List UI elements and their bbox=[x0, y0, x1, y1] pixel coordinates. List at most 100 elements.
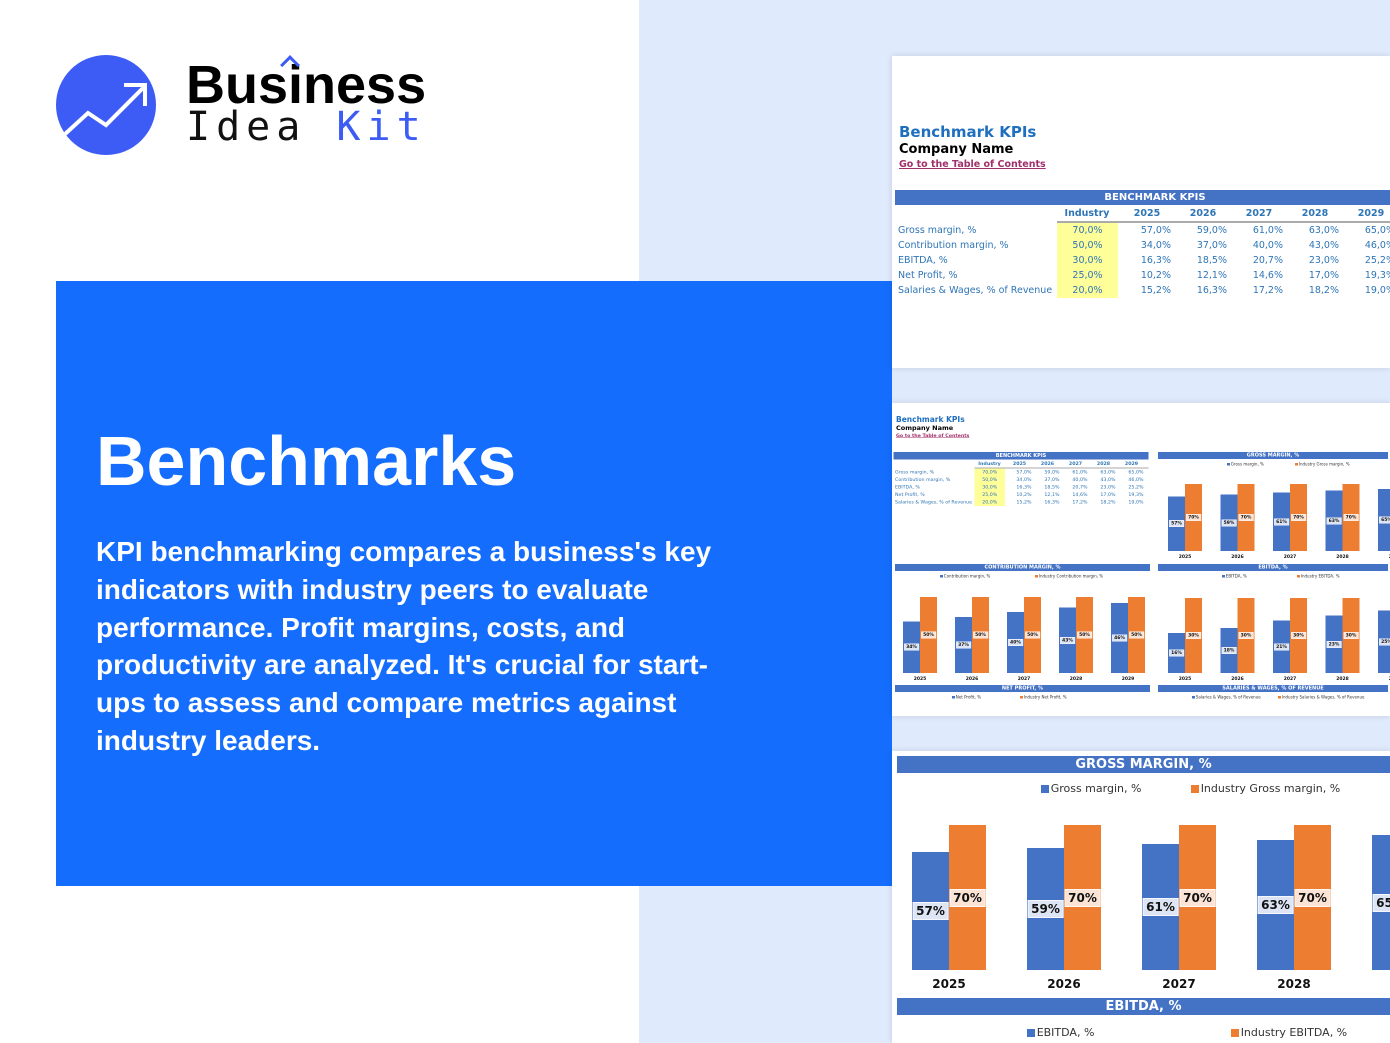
row-label: EBITDA, % bbox=[895, 484, 920, 491]
year-value: 23,0% bbox=[1308, 255, 1339, 266]
company-name: Company Name bbox=[896, 424, 954, 433]
data-label: 50% bbox=[1077, 631, 1092, 639]
industry-value: 50,0% bbox=[974, 476, 1005, 484]
chart-title: NET PROFIT, % bbox=[895, 685, 1150, 692]
year-value: 37,0% bbox=[1196, 240, 1227, 251]
chart-title: GROSS MARGIN, % bbox=[1158, 452, 1388, 459]
legend-swatch bbox=[1297, 574, 1300, 578]
year-value: 18,2% bbox=[1100, 499, 1116, 506]
data-label: 40% bbox=[1008, 639, 1023, 647]
legend-swatch bbox=[1278, 695, 1281, 699]
chart-ebitda: EBITDA, % EBITDA, % Industry EBITDA, % 16% 3… bbox=[1158, 564, 1390, 684]
year-value: 40,0% bbox=[1072, 477, 1088, 483]
legend-item: Gross margin, % bbox=[1227, 462, 1264, 467]
x-tick-label: 2028 bbox=[1069, 676, 1083, 682]
year-value: 63,0% bbox=[1100, 469, 1116, 476]
toc-link[interactable]: Go to the Table of Contents bbox=[896, 433, 970, 439]
legend-label: Industry Gross margin, % bbox=[1298, 462, 1350, 467]
data-label: 25% bbox=[1379, 638, 1390, 646]
year-value: 61,0% bbox=[1072, 469, 1088, 476]
column-header: 2025 bbox=[1133, 208, 1161, 219]
legend-label: Industry Gross margin, % bbox=[1200, 782, 1341, 795]
row-label: Salaries & Wages, % of Revenue bbox=[895, 499, 973, 506]
year-value: 17,0% bbox=[1308, 270, 1339, 281]
header-underline bbox=[1057, 221, 1390, 223]
year-value: 16,3% bbox=[1016, 484, 1032, 491]
x-tick-label: 2027 bbox=[1283, 554, 1297, 560]
data-label: 16% bbox=[1169, 649, 1184, 657]
data-label: 37% bbox=[956, 641, 971, 649]
year-value: 57,0% bbox=[1140, 225, 1171, 236]
chart-title: EBITDA, % bbox=[1158, 564, 1388, 571]
legend-item: Salaries & Wages, % of Revenue bbox=[1192, 695, 1261, 700]
data-label: 70% bbox=[1238, 514, 1254, 521]
year-value: 19,0% bbox=[1364, 285, 1390, 296]
legend-label: Net Profit, % bbox=[955, 695, 981, 700]
x-tick-label: 2029 bbox=[1121, 676, 1135, 682]
year-value: 12,1% bbox=[1196, 270, 1227, 281]
industry-value: 30,0% bbox=[974, 483, 1005, 491]
year-value: 17,2% bbox=[1072, 499, 1088, 506]
year-value: 12,1% bbox=[1044, 492, 1060, 498]
year-value: 25,2% bbox=[1128, 484, 1144, 491]
sheet-title: Benchmark KPIs bbox=[896, 415, 965, 424]
chart-title: GROSS MARGIN, % bbox=[897, 756, 1390, 773]
year-value: 14,6% bbox=[1252, 270, 1283, 281]
sheet-title: Benchmark KPIs bbox=[899, 123, 1037, 141]
year-value: 17,2% bbox=[1252, 285, 1283, 296]
legend-item: Contribution margin, % bbox=[940, 574, 990, 579]
data-label: 70% bbox=[949, 888, 986, 907]
year-value: 61,0% bbox=[1252, 225, 1283, 236]
brand-name-line1: Business bbox=[186, 55, 427, 115]
year-value: 18,5% bbox=[1196, 255, 1227, 266]
year-value: 65,0% bbox=[1128, 469, 1144, 476]
x-tick-label: 2027 bbox=[1283, 676, 1297, 682]
year-value: 23,0% bbox=[1100, 484, 1116, 491]
legend-swatch bbox=[1231, 1029, 1239, 1037]
data-label: 34% bbox=[904, 643, 919, 651]
data-label: 57% bbox=[912, 901, 949, 920]
x-tick-label: 2028 bbox=[1277, 977, 1311, 991]
row-label: Contribution margin, % bbox=[898, 240, 1009, 251]
row-label: EBITDA, % bbox=[898, 255, 948, 266]
data-label: 70% bbox=[1179, 888, 1216, 907]
industry-value: 70,0% bbox=[1057, 223, 1118, 238]
table-header: BENCHMARK KPIS bbox=[893, 452, 1149, 460]
company-name: Company Name bbox=[899, 142, 1014, 157]
legend-label: Contribution margin, % bbox=[943, 574, 991, 579]
industry-value: 25,0% bbox=[1057, 268, 1118, 283]
year-value: 40,0% bbox=[1252, 240, 1283, 251]
year-value: 16,3% bbox=[1196, 285, 1227, 296]
year-value: 57,0% bbox=[1016, 469, 1032, 476]
sheet-preview-table: Benchmark KPIs Company Name Go to the Tabl… bbox=[892, 56, 1390, 368]
year-value: 17,0% bbox=[1100, 492, 1116, 498]
legend-label: Industry EBITDA, % bbox=[1240, 1026, 1348, 1039]
data-label: 30% bbox=[1291, 632, 1306, 639]
x-tick-label: 2029 bbox=[1389, 555, 1390, 560]
row-label: Salaries & Wages, % of Revenue bbox=[898, 285, 1053, 296]
trend-arrow-icon bbox=[56, 55, 156, 155]
chart-gross-margin: GROSS MARGIN, % Gross margin, % Industry G… bbox=[1158, 452, 1390, 562]
legend-swatch bbox=[1027, 1029, 1035, 1037]
legend-label: Gross margin, % bbox=[1050, 782, 1142, 795]
year-value: 46,0% bbox=[1364, 240, 1390, 251]
legend-label: EBITDA, % bbox=[1036, 1026, 1095, 1039]
legend-item: Industry Salaries & Wages, % of Revenue bbox=[1278, 695, 1364, 700]
chart-title: SALARIES & WAGES, % OF REVENUE bbox=[1158, 685, 1388, 692]
data-label: 63% bbox=[1326, 517, 1342, 525]
data-label: 21% bbox=[1274, 643, 1289, 651]
toc-link[interactable]: Go to the Table of Contents bbox=[899, 159, 1046, 170]
header-underline bbox=[974, 467, 1149, 469]
x-tick-label: 2026 bbox=[965, 676, 979, 682]
industry-value: 30,0% bbox=[1057, 253, 1118, 268]
legend-item: Industry Gross margin, % bbox=[1191, 782, 1340, 795]
x-tick-label: 2026 bbox=[1231, 554, 1244, 560]
data-label: 70% bbox=[1294, 888, 1331, 907]
year-value: 37,0% bbox=[1044, 477, 1060, 483]
column-header: 2028 bbox=[1096, 461, 1111, 467]
x-tick-label: 2028 bbox=[1336, 676, 1349, 682]
year-value: 34,0% bbox=[1140, 240, 1171, 251]
year-value: 63,0% bbox=[1308, 225, 1339, 236]
legend-label: Industry Net Profit, % bbox=[1023, 695, 1067, 700]
row-label: Net Profit, % bbox=[895, 492, 925, 498]
